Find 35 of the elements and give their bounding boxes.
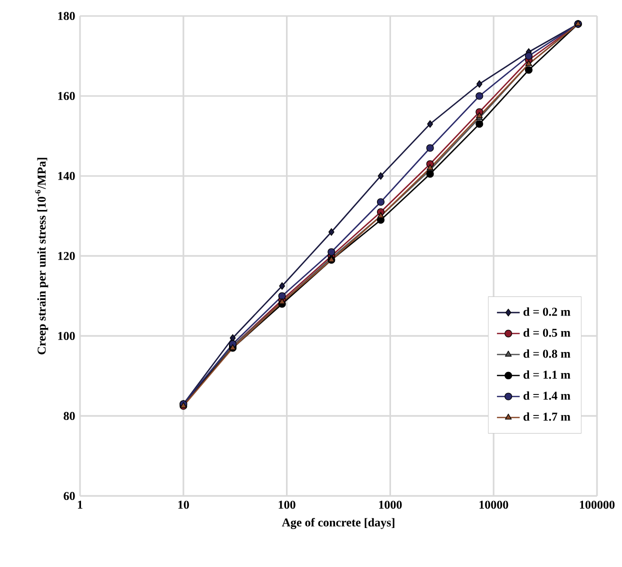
y-tick-label: 160 [58, 92, 75, 100]
point [427, 120, 434, 128]
point [476, 120, 484, 128]
x-tick-label: 1000 [379, 500, 402, 509]
point [328, 248, 336, 256]
y-tick-label: 180 [58, 12, 75, 20]
y-axis-title: Creep strain per unit stress [10$^{-6}$/MPa] [35, 158, 48, 354]
x-axis-title: Age of concrete [days] [282, 518, 394, 530]
point [279, 282, 286, 290]
point [426, 170, 434, 178]
point [378, 172, 384, 180]
legend-label: d = 1.1 m [524, 370, 570, 379]
y-tick-label: 60 [64, 492, 75, 500]
point [524, 66, 533, 74]
x-tick-label: 100000 [580, 500, 615, 509]
x-tick-label: 1 [78, 500, 82, 509]
y-tick-label: 120 [58, 252, 75, 260]
legend-label: d = 0.2 m [524, 307, 570, 316]
y-tick-label: 140 [58, 172, 75, 180]
x-tick-label: 10 [178, 500, 189, 509]
point [524, 52, 533, 60]
point [476, 92, 484, 100]
x-tick-label: 100 [278, 500, 296, 509]
point [328, 228, 334, 236]
legend-label: d = 0.8 m [524, 349, 570, 358]
x-tick-label: 10000 [480, 500, 508, 509]
legend-label: d = 1.4 m [524, 391, 570, 400]
legend-label: d = 0.5 m [524, 328, 570, 337]
y-tick-label: 100 [58, 332, 75, 340]
point [278, 292, 286, 300]
legend-label: d = 1.7 m [524, 412, 570, 421]
point [426, 144, 434, 152]
y-tick-label: 80 [64, 412, 75, 420]
point [476, 80, 482, 88]
point [376, 198, 385, 206]
